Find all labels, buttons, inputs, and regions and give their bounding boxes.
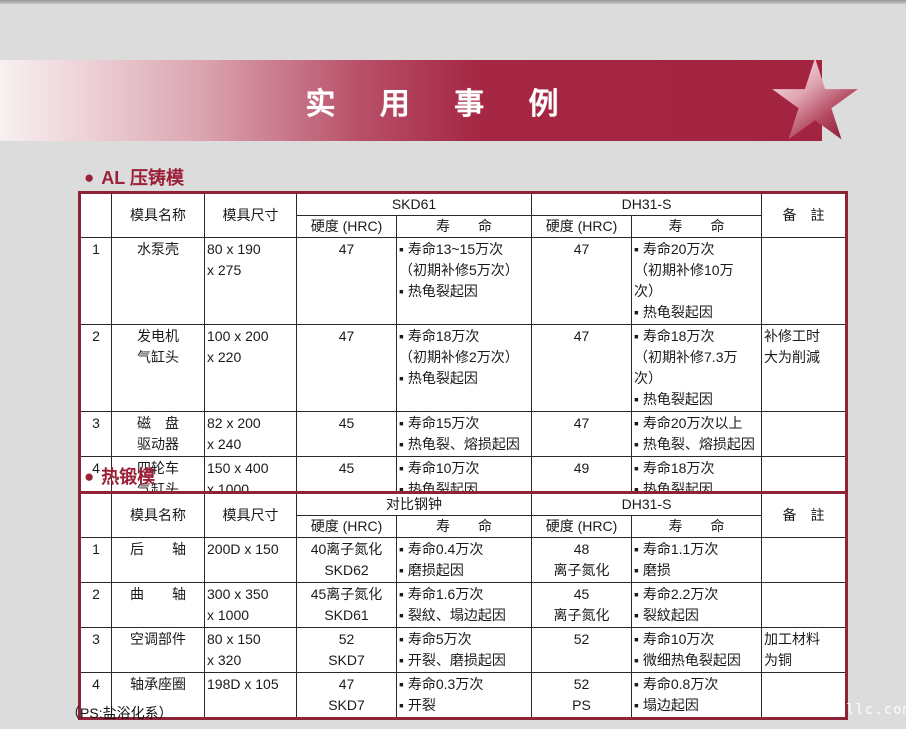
hardness-1: 45	[296, 411, 397, 457]
section-title-al-die-casting: ● AL 压铸模	[84, 164, 184, 190]
col-header-hardness: 硬度 (HRC)	[531, 215, 633, 238]
mold-size: 300 x 350 x 1000	[204, 582, 297, 628]
remark	[761, 582, 848, 628]
hardness-2: 47	[531, 411, 633, 457]
hardness-1: 47	[296, 237, 397, 325]
life-1: ▪ 寿命13~15万次 （初期补修5万次） ▪ 热龟裂起因	[395, 237, 533, 325]
row-number: 3	[79, 411, 112, 457]
mold-size: 80 x 150 x 320	[204, 627, 297, 673]
col-header-life: 寿 命	[395, 215, 533, 238]
table-row: 3 磁 盘 驱动器 82 x 200 x 240 45 ▪ 寿命15万次 ▪ 热…	[79, 411, 848, 457]
mold-size: 100 x 200 x 220	[204, 324, 297, 412]
top-divider	[0, 0, 906, 4]
table-row: 1 水泵壳 80 x 190 x 275 47 ▪ 寿命13~15万次 （初期补…	[79, 237, 848, 325]
group-header-skd61: SKD61	[295, 192, 533, 216]
remark: 加工材料 为铜	[761, 627, 848, 673]
remark	[761, 237, 848, 325]
life-2: ▪ 寿命1.1万次 ▪ 磨损	[630, 537, 763, 583]
hardness-1: 40离子氮化 SKD62	[296, 537, 397, 583]
section-title-label: AL 压铸模	[101, 168, 184, 188]
mold-size: 198D x 105	[204, 672, 297, 719]
hardness-1: 45离子氮化 SKD61	[296, 582, 397, 628]
col-header-mold-size: 模具尺寸	[204, 492, 297, 538]
col-header-mold-name: 模具名称	[111, 492, 205, 538]
col-header-hardness: 硬度 (HRC)	[296, 215, 397, 238]
bullet-icon: ●	[84, 167, 95, 187]
corner-cell	[79, 192, 112, 238]
corner-cell	[79, 492, 112, 538]
hardness-1: 52 SKD7	[296, 627, 397, 673]
table-row: 3 空调部件 80 x 150 x 320 52 SKD7 ▪ 寿命5万次 ▪ …	[79, 627, 848, 673]
row-number: 4	[79, 672, 112, 719]
col-header-remark: 备 註	[761, 192, 848, 238]
life-1: ▪ 寿命15万次 ▪ 热龟裂、熔损起因	[395, 411, 533, 457]
table-row: 2 发电机 气缸头 100 x 200 x 220 47 ▪ 寿命18万次 （初…	[79, 324, 848, 412]
bullet-icon: ●	[84, 466, 95, 486]
life-2: ▪ 寿命0.8万次 ▪ 塌边起因	[630, 672, 763, 719]
mold-name: 空调部件	[111, 627, 205, 673]
life-1: ▪ 寿命5万次 ▪ 开裂、磨损起因	[396, 627, 532, 673]
hardness-2: 48 离子氮化	[531, 537, 632, 583]
row-number: 2	[79, 324, 112, 412]
remark: 补修工时 大为削減	[761, 324, 848, 412]
title-banner: 实 用 事 例	[0, 60, 822, 141]
col-header-life: 寿 命	[630, 515, 763, 538]
life-2: ▪ 寿命20万次 （初期补修10万次） ▪ 热龟裂起因	[631, 237, 763, 325]
life-2: ▪ 寿命20万次以上 ▪ 热龟裂、熔损起因	[631, 411, 763, 457]
hardness-2: 52	[531, 627, 632, 673]
col-header-life: 寿 命	[396, 515, 532, 538]
section-title-hot-forging: ● 热锻模	[84, 463, 155, 489]
mold-name: 轴承座圈	[111, 672, 205, 719]
remark	[761, 537, 848, 583]
life-2: ▪ 寿命10万次 ▪ 微细热龟裂起因	[630, 627, 763, 673]
table-row: 4 轴承座圈 198D x 105 47 SKD7 ▪ 寿命0.3万次 ▪ 开裂…	[79, 672, 848, 719]
remark	[761, 672, 848, 719]
group-header-compare-steel: 对比钢钟	[296, 492, 532, 516]
col-header-mold-size: 模具尺寸	[204, 192, 297, 238]
life-1: ▪ 寿命0.3万次 ▪ 开裂	[396, 672, 532, 719]
hardness-2: 45 离子氮化	[531, 582, 632, 628]
mold-size: 82 x 200 x 240	[204, 411, 297, 457]
col-header-hardness: 硬度 (HRC)	[296, 515, 397, 538]
life-1: ▪ 寿命0.4万次 ▪ 磨损起因	[396, 537, 532, 583]
row-number: 1	[79, 237, 112, 325]
mold-name: 水泵壳	[111, 237, 205, 325]
col-header-mold-name: 模具名称	[111, 192, 205, 238]
life-1: ▪ 寿命18万次 （初期补修2万次） ▪ 热龟裂起因	[395, 324, 533, 412]
col-header-remark: 备 註	[761, 492, 848, 538]
col-header-hardness: 硬度 (HRC)	[531, 515, 632, 538]
group-header-dh31s: DH31-S	[531, 192, 763, 216]
hardness-1: 47 SKD7	[296, 672, 397, 719]
life-2: ▪ 寿命2.2万次 ▪ 裂紋起因	[630, 582, 763, 628]
watermark: m.agocllc.com	[789, 702, 906, 718]
hot-forging-table: 模具名称 模具尺寸 对比钢钟 DH31-S 备 註 硬度 (HRC) 寿 命 硬…	[78, 491, 849, 720]
mold-name: 曲 轴	[111, 582, 205, 628]
life-2: ▪ 寿命18万次 （初期补修7.3万次） ▪ 热龟裂起因	[631, 324, 763, 412]
table-row: 2 曲 轴 300 x 350 x 1000 45离子氮化 SKD61 ▪ 寿命…	[79, 582, 848, 628]
hardness-2: 52 PS	[531, 672, 632, 719]
star-icon	[772, 58, 858, 140]
mold-size: 80 x 190 x 275	[204, 237, 297, 325]
remark	[761, 411, 848, 457]
mold-name: 磁 盘 驱动器	[111, 411, 205, 457]
hardness-2: 47	[531, 237, 633, 325]
col-header-life: 寿 命	[631, 215, 763, 238]
mold-name: 后 轴	[111, 537, 205, 583]
footer-note: （PS:盐浴化系）	[66, 705, 173, 721]
hardness-2: 47	[531, 324, 633, 412]
page-title: 实 用 事 例	[305, 87, 577, 121]
al-die-casting-table: 模具名称 模具尺寸 SKD61 DH31-S 备 註 硬度 (HRC) 寿 命 …	[78, 191, 849, 504]
row-number: 3	[79, 627, 112, 673]
section-title-label: 热锻模	[101, 467, 156, 487]
row-number: 1	[79, 537, 112, 583]
group-header-dh31s: DH31-S	[530, 492, 763, 516]
life-1: ▪ 寿命1.6万次 ▪ 裂紋、塌边起因	[396, 582, 532, 628]
mold-size: 200D x 150	[204, 537, 297, 583]
mold-name: 发电机 气缸头	[111, 324, 205, 412]
hardness-1: 47	[296, 324, 397, 412]
row-number: 2	[79, 582, 112, 628]
table-row: 1 后 轴 200D x 150 40离子氮化 SKD62 ▪ 寿命0.4万次 …	[79, 537, 848, 583]
